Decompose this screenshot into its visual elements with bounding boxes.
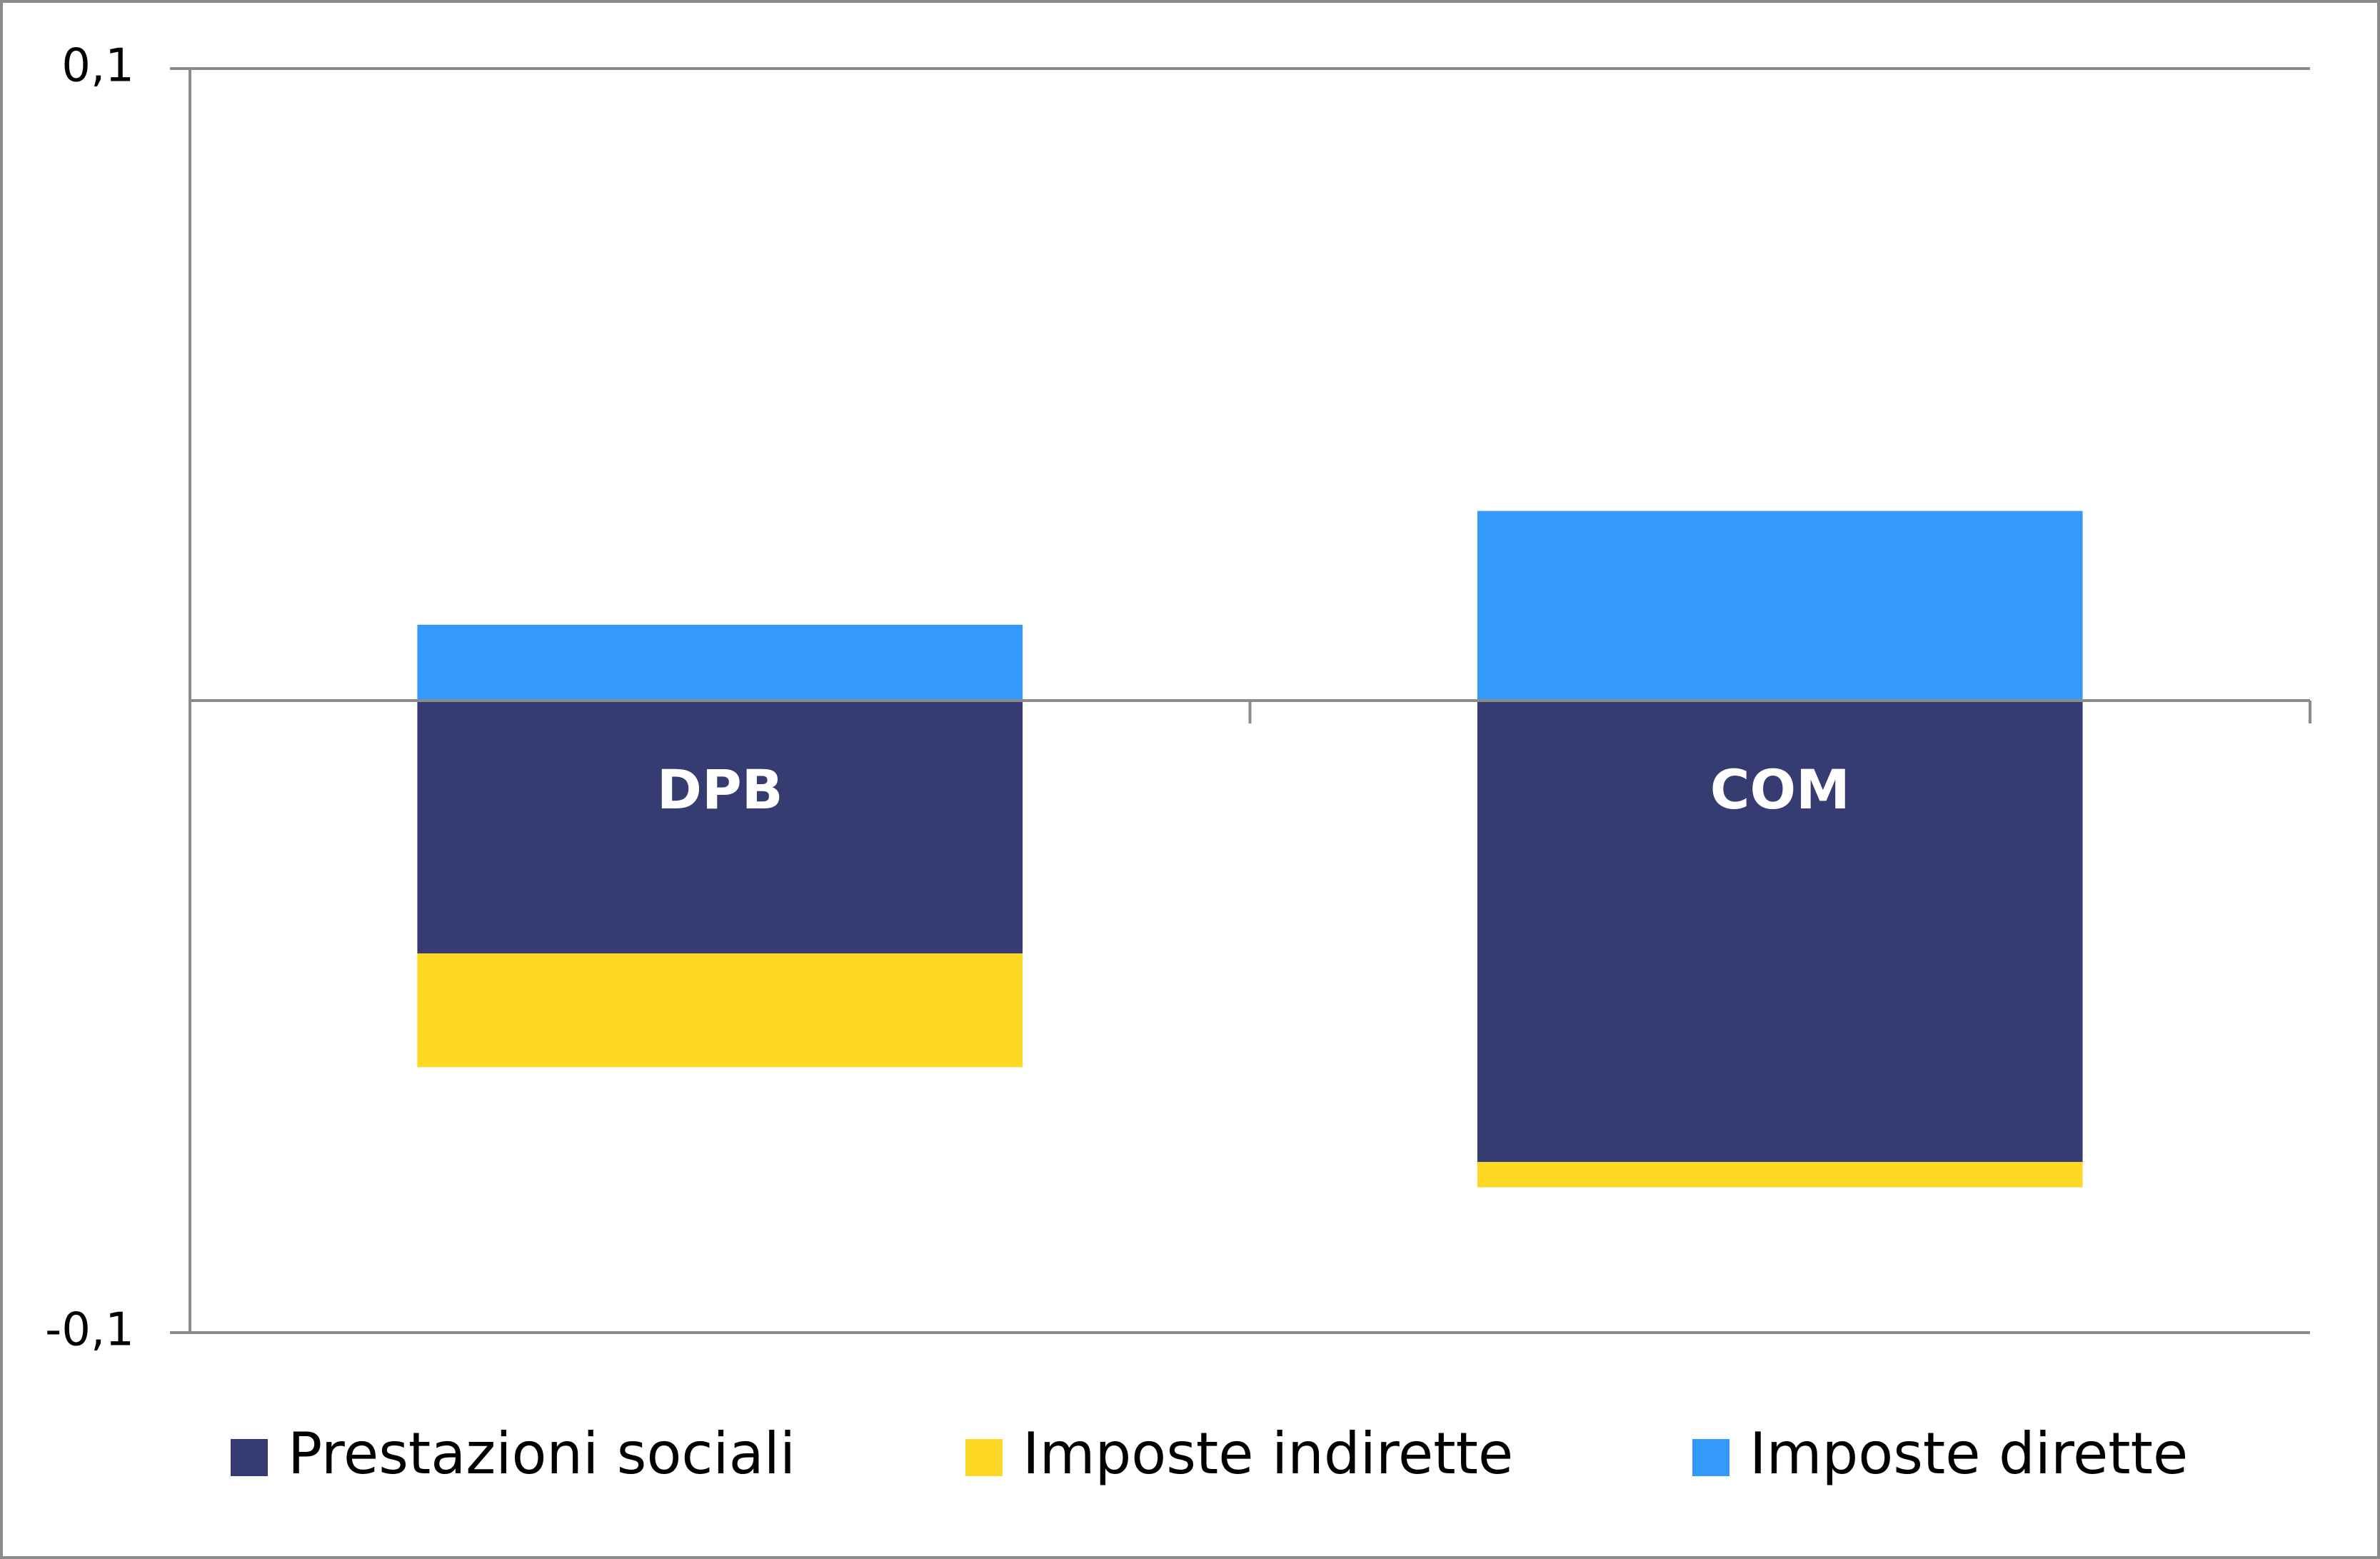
legend-swatch: [965, 1439, 1003, 1476]
bar-segment: [1477, 701, 2083, 1163]
legend-swatch: [231, 1439, 268, 1476]
bar-segment: [417, 953, 1023, 1068]
bar-segment: [1477, 511, 2083, 701]
legend-swatch: [1692, 1439, 1729, 1476]
category-label: DPB: [657, 758, 783, 821]
category-label: COM: [1710, 758, 1850, 821]
bar-segment: [417, 624, 1023, 701]
legend-label: Imposte dirette: [1749, 1420, 2188, 1487]
bar-segment: [1477, 1162, 2083, 1188]
y-tick-label: -0,1: [45, 1304, 134, 1357]
y-tick-label: 0,1: [61, 40, 134, 93]
bar-segment: [417, 701, 1023, 953]
legend-label: Imposte indirette: [1023, 1420, 1513, 1487]
legend-label: Prestazioni sociali: [288, 1420, 795, 1487]
